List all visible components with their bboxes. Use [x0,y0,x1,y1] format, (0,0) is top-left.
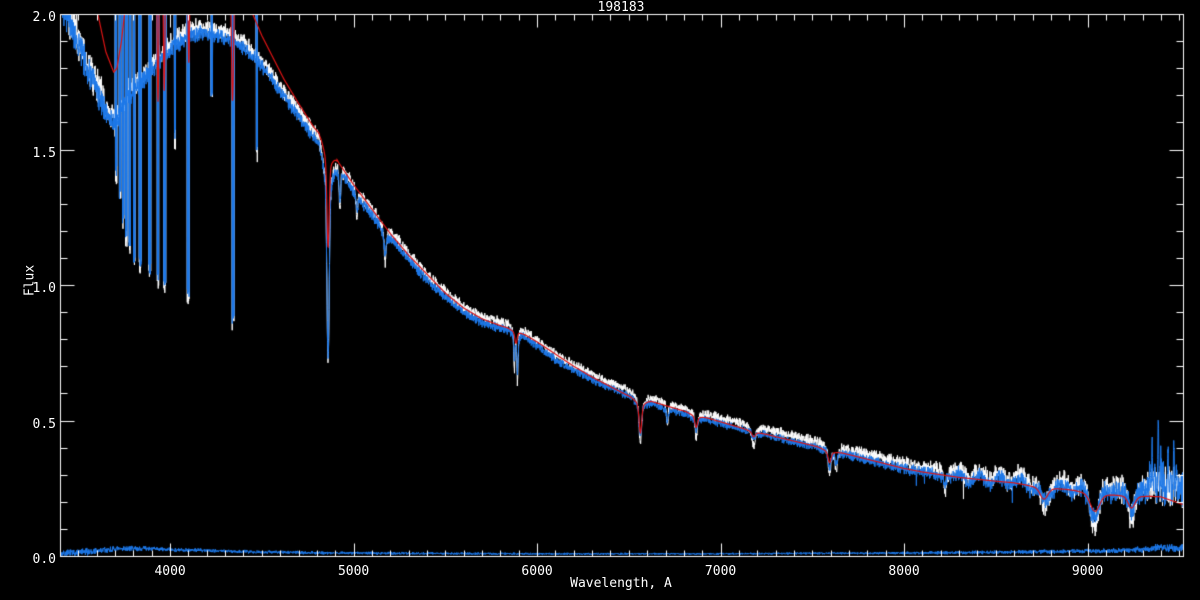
x-tick-label: 9000 [1071,564,1104,579]
x-tick-label: 4000 [154,564,186,579]
y-tick-label: 2.0 [32,10,56,25]
plot-title: 198183 [597,0,645,15]
y-tick-label: 1.5 [32,145,56,161]
y-tick-label: 1.0 [32,281,56,296]
x-tick-label: 7000 [704,564,737,579]
x-tick-label: 5000 [337,564,370,579]
x-tick-label: 8000 [888,564,920,579]
y-tick-label: 0.0 [32,552,56,567]
x-tick-label: 6000 [521,564,553,579]
x-axis-label: Wavelength, A [570,576,672,591]
y-tick-label: 0.5 [32,416,56,432]
